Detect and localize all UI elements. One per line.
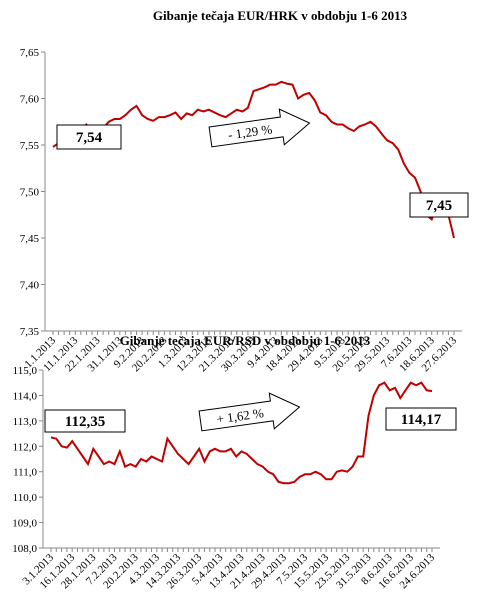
data-line bbox=[52, 80, 455, 239]
arrow-shape bbox=[208, 108, 311, 148]
y-tick-label: 109,0 bbox=[12, 518, 37, 530]
y-tick-label: 108,0 bbox=[12, 543, 37, 555]
value-box-label: 112,35 bbox=[65, 414, 105, 430]
data-line bbox=[50, 381, 433, 485]
value-box-label: 114,17 bbox=[401, 412, 442, 428]
y-tick-label: 114,0 bbox=[13, 390, 38, 402]
value-box bbox=[56, 124, 122, 150]
y-tick-label: 7,35 bbox=[20, 326, 40, 338]
y-tick-label: 7,45 bbox=[20, 233, 40, 245]
y-tick-label: 7,50 bbox=[20, 187, 40, 199]
arrow-label: - 1,29 % bbox=[227, 121, 273, 142]
value-box-label: 7,45 bbox=[426, 198, 452, 214]
arrow-label: + 1,62 % bbox=[216, 405, 265, 426]
y-tick-label: 7,65 bbox=[20, 47, 40, 59]
y-tick-label: 115,0 bbox=[13, 365, 38, 377]
chart-title: Gibanje tečaja EUR/RSD v obdobju 1-6 201… bbox=[120, 333, 371, 348]
change-arrow: - 1,29 % bbox=[208, 108, 311, 148]
y-tick-label: 113,0 bbox=[13, 416, 38, 428]
arrow-shape bbox=[198, 392, 301, 432]
value-box-label: 7,54 bbox=[76, 130, 103, 146]
y-tick-label: 7,55 bbox=[20, 140, 40, 152]
value-box bbox=[409, 192, 469, 218]
y-tick-label: 110,0 bbox=[13, 492, 38, 504]
y-tick-label: 7,60 bbox=[20, 94, 40, 106]
chart-title: Gibanje tečaja EUR/HRK v obdobju 1-6 201… bbox=[153, 8, 408, 23]
value-box bbox=[385, 407, 457, 431]
value-box bbox=[44, 409, 126, 433]
y-tick-label: 112,0 bbox=[13, 441, 38, 453]
change-arrow: + 1,62 % bbox=[198, 392, 301, 432]
y-tick-label: 7,40 bbox=[20, 280, 40, 292]
y-tick-label: 111,0 bbox=[13, 467, 37, 479]
